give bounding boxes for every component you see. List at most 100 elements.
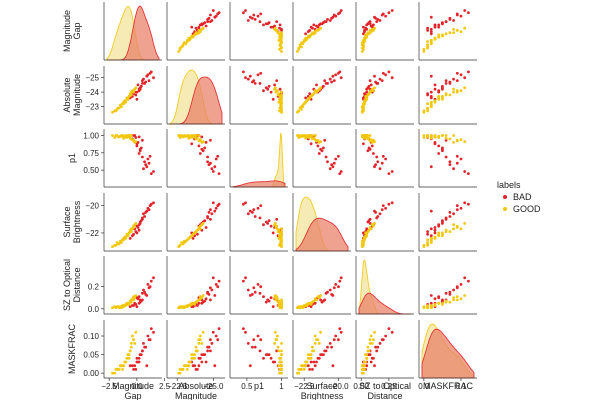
- point-bad: [144, 80, 148, 84]
- point-bad: [429, 95, 433, 98]
- point-good: [448, 31, 452, 35]
- x-axis-title-mask: MASKFRAC: [423, 381, 474, 391]
- point-bad: [137, 228, 141, 232]
- point-good: [463, 140, 467, 144]
- point-bad: [266, 222, 270, 225]
- point-good: [368, 90, 372, 94]
- point-good: [276, 345, 280, 349]
- point-bad: [143, 160, 147, 164]
- point-good: [422, 245, 426, 249]
- point-bad: [429, 294, 433, 297]
- point-good: [185, 368, 189, 371]
- point-good: [120, 305, 123, 308]
- point-bad: [332, 161, 336, 165]
- point-bad: [214, 14, 218, 18]
- point-good: [426, 243, 429, 247]
- point-bad: [459, 14, 463, 18]
- point-good: [463, 294, 467, 297]
- point-good: [300, 41, 303, 44]
- point-good: [132, 295, 136, 298]
- point-bad: [313, 364, 317, 368]
- point-good: [197, 227, 201, 231]
- point-bad: [448, 215, 452, 218]
- point-bad: [429, 227, 433, 231]
- point-good: [448, 137, 452, 141]
- point-bad: [426, 230, 429, 234]
- panel-mask-vs-p1: 0.5 1: [229, 320, 288, 391]
- point-good: [426, 306, 429, 310]
- point-bad: [455, 286, 459, 290]
- point-good: [279, 99, 283, 103]
- point-good: [201, 222, 205, 225]
- point-bad: [145, 364, 149, 368]
- point-bad: [258, 291, 262, 295]
- point-bad: [271, 360, 275, 364]
- point-bad: [209, 338, 212, 342]
- point-bad: [206, 216, 210, 220]
- point-good: [279, 41, 283, 44]
- point-good: [313, 134, 317, 137]
- point-bad: [444, 155, 448, 159]
- point-bad: [207, 16, 211, 20]
- point-bad: [463, 276, 467, 280]
- point-good: [422, 110, 426, 114]
- point-good: [276, 334, 279, 338]
- point-bad: [197, 144, 201, 148]
- point-bad: [429, 30, 433, 33]
- point-good: [444, 32, 448, 36]
- point-bad: [252, 338, 256, 342]
- point-good: [455, 298, 459, 302]
- panel-absmag-vs-p1: [229, 66, 288, 125]
- y-tick-label: 0.00: [83, 369, 99, 378]
- point-good: [452, 298, 455, 302]
- point-bad: [275, 217, 279, 221]
- point-good: [308, 353, 312, 356]
- point-good: [313, 342, 317, 345]
- point-bad: [134, 93, 138, 97]
- point-bad: [444, 79, 448, 82]
- point-bad: [141, 349, 144, 353]
- point-bad: [373, 364, 376, 368]
- point-good: [197, 298, 201, 302]
- point-bad: [448, 211, 452, 214]
- point-good: [273, 222, 277, 225]
- point-bad: [459, 73, 463, 77]
- point-bad: [214, 334, 218, 338]
- point-bad: [138, 87, 142, 91]
- point-bad: [339, 9, 343, 12]
- point-good: [126, 353, 130, 356]
- point-bad: [381, 154, 385, 158]
- x-axis-title-gap: Magnitude: [112, 381, 154, 391]
- point-good: [300, 105, 303, 108]
- point-bad: [253, 82, 257, 85]
- x-tick-label: −2.5: [101, 382, 117, 391]
- point-good: [437, 33, 441, 37]
- point-bad: [209, 349, 212, 353]
- panel-absmag-vs-sz: [355, 66, 414, 125]
- point-bad: [452, 77, 455, 81]
- point-bad: [259, 285, 263, 289]
- point-bad: [146, 157, 150, 161]
- point-good: [372, 224, 375, 228]
- point-bad: [204, 141, 208, 144]
- point-bad: [207, 345, 211, 349]
- point-bad: [147, 79, 151, 82]
- point-good: [177, 50, 181, 53]
- point-bad: [441, 147, 444, 151]
- point-bad: [330, 163, 333, 167]
- point-bad: [258, 216, 262, 220]
- point-good: [433, 36, 437, 40]
- point-good: [319, 86, 322, 90]
- point-bad: [374, 211, 377, 214]
- point-good: [122, 100, 125, 104]
- point-bad: [141, 216, 144, 220]
- point-good: [365, 135, 369, 139]
- point-bad: [448, 16, 452, 20]
- point-bad: [269, 296, 273, 300]
- point-bad: [316, 144, 320, 148]
- point-good: [187, 237, 191, 240]
- y-axis-title-absmag: Absolute: [62, 77, 72, 112]
- point-good: [124, 235, 128, 239]
- point-good: [275, 29, 279, 32]
- point-bad: [326, 345, 329, 349]
